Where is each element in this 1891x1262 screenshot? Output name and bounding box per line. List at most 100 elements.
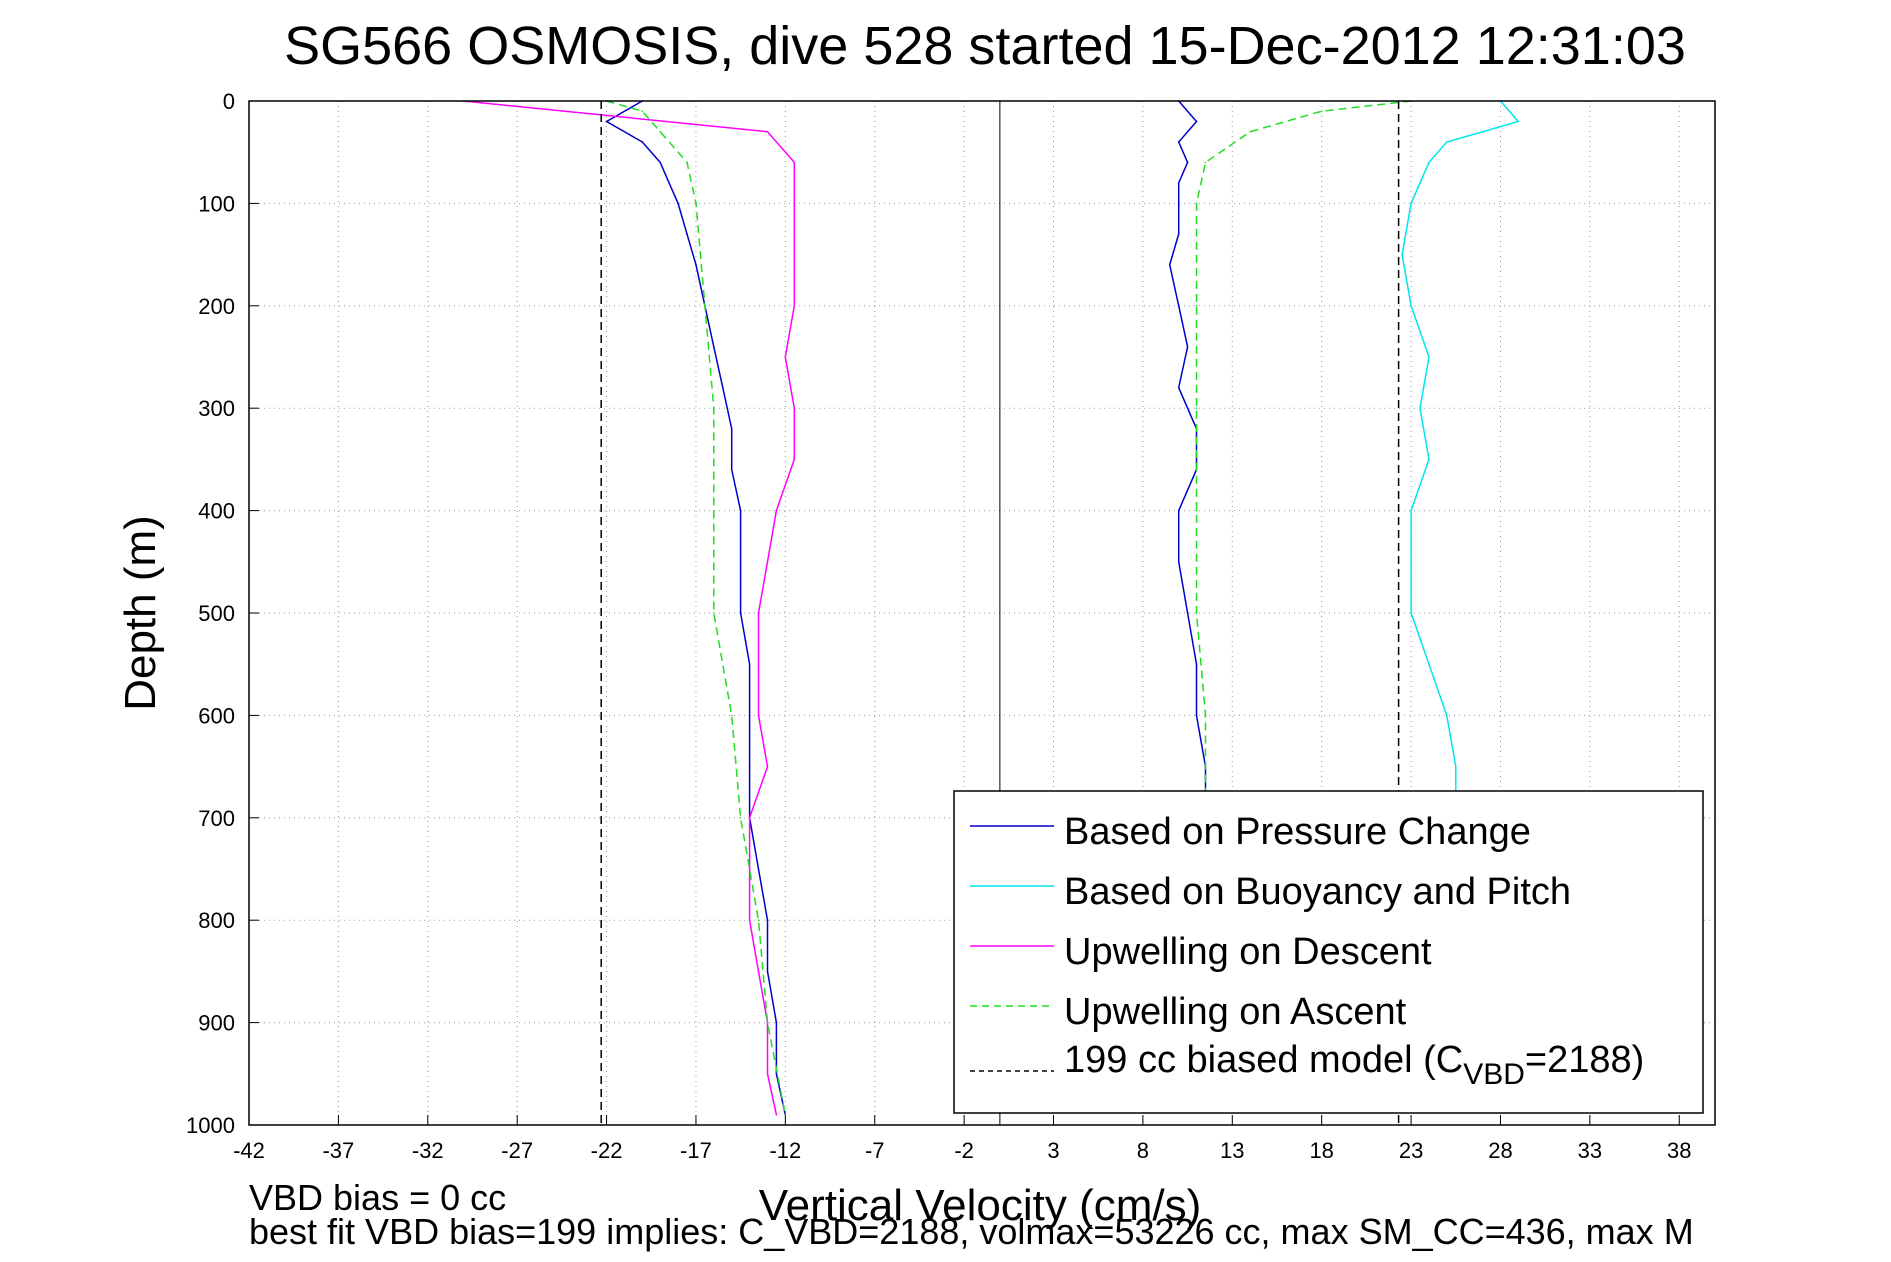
series-1-point xyxy=(1419,182,1421,184)
series-0-point xyxy=(748,663,751,665)
series-0-point xyxy=(739,509,742,512)
series-0-point xyxy=(668,182,670,184)
footer-best-fit: best fit VBD bias=199 implies: C_VBD=218… xyxy=(249,1211,1694,1252)
series-1-point xyxy=(1428,458,1430,461)
series-0-point xyxy=(1177,182,1180,184)
series-0-point xyxy=(1177,233,1180,235)
series-0-point xyxy=(659,161,661,164)
series-2-point xyxy=(793,253,796,256)
y-tick-label: 400 xyxy=(198,499,235,524)
series-2-point xyxy=(766,1073,769,1075)
legend-label-ascent: Upwelling on Ascent xyxy=(1064,991,1407,1033)
series-3-point xyxy=(686,161,688,164)
series-3-point xyxy=(695,202,697,205)
series-3-point xyxy=(641,110,644,112)
legend-label-buoyancy: Based on Buoyancy and Pitch xyxy=(1064,871,1571,913)
series-0-point xyxy=(1177,305,1180,307)
tick-layer: -42 -37 -32 -27 -22 -17 -12 -7 -2 3 8 13 18 23 28 33 380… xyxy=(186,89,1691,1163)
series-0-point xyxy=(1186,346,1189,348)
y-tick-label: 500 xyxy=(198,601,235,626)
series-0-point xyxy=(730,427,733,430)
y-tick-label: 100 xyxy=(198,191,235,216)
series-3-point xyxy=(713,407,715,410)
series-3-line-1 xyxy=(1195,100,1412,798)
series-1-point xyxy=(1410,612,1412,614)
legend-model-suffix: =2188) xyxy=(1525,1039,1644,1081)
series-2-point xyxy=(793,202,796,205)
series-0-point xyxy=(775,1021,778,1024)
series-2-point xyxy=(775,509,778,512)
series-2-point xyxy=(757,714,760,717)
series-2-point xyxy=(757,970,760,973)
series-2-point xyxy=(748,919,751,921)
series-2-point xyxy=(766,561,769,563)
series-0-point xyxy=(1177,386,1180,389)
series-2-point xyxy=(748,868,751,870)
series-1-point xyxy=(1410,509,1412,512)
y-tick-label: 0 xyxy=(223,89,235,114)
series-3-point xyxy=(713,612,715,614)
x-tick-label: -32 xyxy=(412,1138,444,1163)
series-3-point xyxy=(757,919,760,921)
legend-model-subscript: VBD xyxy=(1463,1058,1525,1091)
series-1-point xyxy=(1419,407,1421,410)
x-tick-label: -17 xyxy=(680,1138,712,1163)
grid-layer xyxy=(248,100,1715,1126)
series-0-point xyxy=(766,970,769,973)
series-2-point xyxy=(775,1114,778,1116)
series-2-point xyxy=(793,161,796,164)
x-axis-label: Vertical Velocity (cm/s) xyxy=(759,1181,1202,1230)
series-3-point xyxy=(1204,714,1207,717)
series-0-point xyxy=(713,346,715,348)
series-0-point xyxy=(1186,612,1189,614)
series-2-point xyxy=(757,663,760,665)
x-tick-label: 18 xyxy=(1309,1138,1333,1163)
series-0-point xyxy=(641,141,644,143)
series-3-point xyxy=(1204,161,1207,164)
legend-label-model: 199 cc biased model (CVBD=2188) xyxy=(1064,1039,1644,1091)
series-2-point xyxy=(793,305,796,307)
x-tick-label: -42 xyxy=(233,1138,265,1163)
y-tick-label: 600 xyxy=(198,703,235,728)
series-0-point xyxy=(1195,120,1198,123)
series-3-point xyxy=(766,1021,769,1024)
series-2-point xyxy=(748,817,751,819)
legend-label-pressure: Based on Pressure Change xyxy=(1064,811,1531,853)
series-0-point xyxy=(1177,561,1180,563)
series-0-point xyxy=(739,612,742,614)
series-1-point xyxy=(1410,202,1412,205)
series-0-point xyxy=(677,202,679,205)
legend-model-prefix: 199 cc biased model (C xyxy=(1064,1039,1463,1081)
series-3-point xyxy=(659,130,661,133)
series-0-point xyxy=(1186,161,1189,164)
x-tick-label: -37 xyxy=(322,1138,354,1163)
series-1-point xyxy=(1410,561,1412,563)
x-tick-label: -22 xyxy=(591,1138,623,1163)
x-tick-label: 33 xyxy=(1578,1138,1602,1163)
series-0-point xyxy=(1168,264,1171,266)
y-tick-label: 200 xyxy=(198,294,235,319)
series-0-point xyxy=(730,468,733,471)
x-tick-label: -27 xyxy=(501,1138,533,1163)
series-2-line-0 xyxy=(463,100,796,1115)
y-tick-label: 1000 xyxy=(186,1113,235,1138)
legend-box xyxy=(953,790,1704,1114)
chart-title: SG566 OSMOSIS, dive 528 started 15-Dec-2… xyxy=(284,16,1686,76)
series-1-point xyxy=(1428,161,1430,164)
series-2-point xyxy=(784,356,787,358)
series-3-point xyxy=(713,509,715,512)
series-3-point xyxy=(1195,202,1198,205)
x-tick-label: 38 xyxy=(1667,1138,1691,1163)
series-0-point xyxy=(766,919,769,921)
series-1-point xyxy=(1517,120,1520,123)
series-0-point xyxy=(739,561,742,563)
x-tick-label: 23 xyxy=(1399,1138,1423,1163)
series-3-point xyxy=(1320,110,1323,112)
series-3-point xyxy=(1195,407,1198,410)
x-tick-label: 3 xyxy=(1047,1138,1059,1163)
series-3-point xyxy=(1195,612,1198,614)
series-0-point xyxy=(748,765,751,768)
series-1-line-0 xyxy=(1401,100,1520,798)
series-0-point xyxy=(1177,141,1180,143)
series-3-point xyxy=(739,817,742,819)
